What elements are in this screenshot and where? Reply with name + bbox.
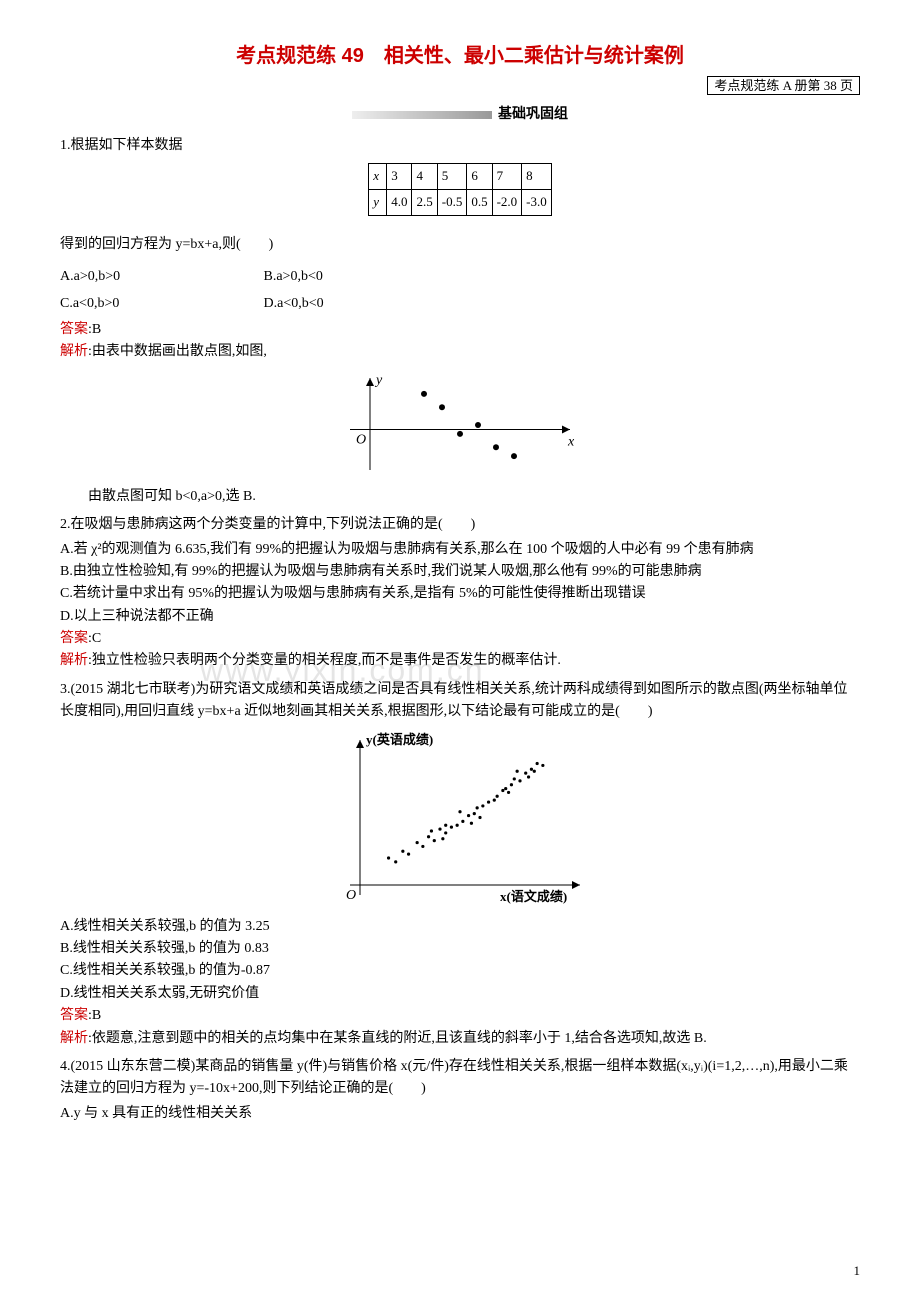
cell: -2.0 <box>492 189 522 215</box>
q1-conclusion: 由散点图可知 b<0,a>0,选 B. <box>60 486 860 508</box>
q1-chart: x y O <box>60 370 860 480</box>
svg-text:x(语文成绩): x(语文成绩) <box>500 889 567 904</box>
section-bar <box>352 111 492 119</box>
cell: y <box>369 189 387 215</box>
q2-optA: A.若 χ²的观测值为 6.635,我们有 99%的把握认为吸烟与患肺病有关系,… <box>60 539 860 561</box>
page-title: 考点规范练 49 相关性、最小二乘估计与统计案例 <box>60 40 860 72</box>
cell: 0.5 <box>467 189 492 215</box>
q1-opts-row2: C.a<0,b>0 D.a<0,b<0 <box>60 293 860 315</box>
cell: 3 <box>387 164 412 190</box>
q1-expl: 解析:由表中数据画出散点图,如图, <box>60 341 860 363</box>
q4-optA: A.y 与 x 具有正的线性相关关系 <box>60 1103 860 1125</box>
table-row: y 4.0 2.5 -0.5 0.5 -2.0 -3.0 <box>369 189 552 215</box>
cell: 4.0 <box>387 189 412 215</box>
q1-stem: 1.根据如下样本数据 <box>60 135 860 157</box>
q1-optB: B.a>0,b<0 <box>264 266 464 288</box>
q1-scatter-svg: x y O <box>340 370 580 480</box>
q2-stem: 2.在吸烟与患肺病这两个分类变量的计算中,下列说法正确的是( ) <box>60 514 860 536</box>
q3-optA: A.线性相关关系较强,b 的值为 3.25 <box>60 916 860 938</box>
q3-optD: D.线性相关关系太弱,无研究价值 <box>60 983 860 1005</box>
q3-optC: C.线性相关关系较强,b 的值为-0.87 <box>60 960 860 982</box>
svg-text:O: O <box>356 432 366 447</box>
cell: 7 <box>492 164 522 190</box>
table-row: x 3 4 5 6 7 8 <box>369 164 552 190</box>
cell: 2.5 <box>412 189 437 215</box>
page-number: 1 <box>854 1261 861 1282</box>
q2-expl: 解析:独立性检验只表明两个分类变量的相关程度,而不是事件是否发生的概率估计. <box>60 650 860 672</box>
q1-optC: C.a<0,b>0 <box>60 293 260 315</box>
cell: x <box>369 164 387 190</box>
q3-optB: B.线性相关关系较强,b 的值为 0.83 <box>60 938 860 960</box>
svg-text:y: y <box>374 373 383 388</box>
page-ref-box: 考点规范练 A 册第 38 页 <box>60 76 860 98</box>
cell: 4 <box>412 164 437 190</box>
q1-opts-row1: A.a>0,b>0 B.a>0,b<0 <box>60 266 860 288</box>
q4-stem: 4.(2015 山东东营二模)某商品的销售量 y(件)与销售价格 x(元/件)存… <box>60 1056 860 1101</box>
q3-answer: 答案:B <box>60 1005 860 1027</box>
q2-optD: D.以上三种说法都不正确 <box>60 606 860 628</box>
q3-stem: 3.(2015 湖北七市联考)为研究语文成绩和英语成绩之间是否具有线性相关关系,… <box>60 679 860 724</box>
cell: 5 <box>437 164 467 190</box>
page-ref: 考点规范练 A 册第 38 页 <box>707 76 860 95</box>
q3-expl: 解析:依题意,注意到题中的相关的点均集中在某条直线的附近,且该直线的斜率小于 1… <box>60 1028 860 1050</box>
q1-table: x 3 4 5 6 7 8 y 4.0 2.5 -0.5 0.5 -2.0 -3… <box>368 163 552 216</box>
q1-optD: D.a<0,b<0 <box>264 293 464 315</box>
cell: -3.0 <box>522 189 552 215</box>
q2-answer: 答案:C <box>60 628 860 650</box>
q2-optB: B.由独立性检验知,有 99%的把握认为吸烟与患肺病有关系时,我们说某人吸烟,那… <box>60 561 860 583</box>
cell: 8 <box>522 164 552 190</box>
section-head: 基础巩固组 <box>60 104 860 126</box>
section-label: 基础巩固组 <box>498 107 568 122</box>
svg-text:x: x <box>567 434 575 449</box>
q3-chart: y(英语成绩) x(语文成绩) O <box>60 730 860 910</box>
q1-regress: 得到的回归方程为 y=bx+a,则( ) <box>60 234 860 256</box>
cell: -0.5 <box>437 189 467 215</box>
q3-scatter-svg: y(英语成绩) x(语文成绩) O <box>330 730 590 910</box>
svg-text:O: O <box>346 888 356 903</box>
q1-optA: A.a>0,b>0 <box>60 266 260 288</box>
q1-answer: 答案:B <box>60 319 860 341</box>
q2-optC: C.若统计量中求出有 95%的把握认为吸烟与患肺病有关系,是指有 5%的可能性使… <box>60 583 860 605</box>
svg-text:y(英语成绩): y(英语成绩) <box>366 732 433 747</box>
cell: 6 <box>467 164 492 190</box>
